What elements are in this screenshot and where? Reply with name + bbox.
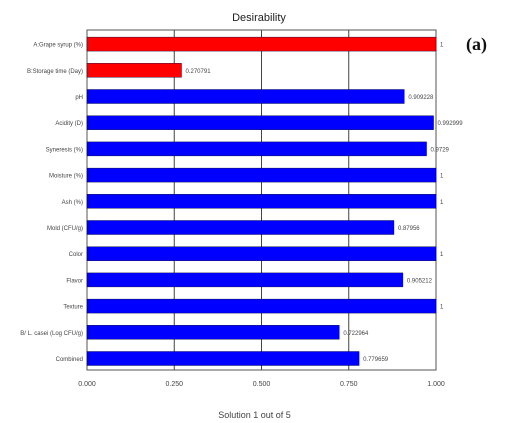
category-label: Flavor bbox=[66, 278, 83, 284]
value-label: 1 bbox=[440, 252, 444, 258]
bar bbox=[86, 246, 437, 261]
value-label: 0.909228 bbox=[408, 95, 434, 101]
chart-title: Desirability bbox=[232, 12, 286, 24]
x-tick-label: 0.250 bbox=[165, 381, 183, 388]
bar bbox=[86, 115, 434, 130]
value-label: 0.87956 bbox=[398, 226, 420, 232]
value-label: 0.905212 bbox=[407, 278, 433, 284]
category-label: Acidity (D) bbox=[55, 121, 83, 127]
bar bbox=[86, 272, 404, 288]
x-tick-label: 0.750 bbox=[340, 381, 358, 388]
category-label: pH bbox=[75, 95, 83, 101]
x-tick-label: 0.500 bbox=[253, 381, 271, 388]
category-label: A:Grape syrup (%) bbox=[33, 43, 83, 49]
bar bbox=[86, 220, 395, 235]
category-label: Combined bbox=[56, 357, 83, 363]
value-label: 0.722964 bbox=[343, 331, 369, 337]
value-label: 0.779659 bbox=[363, 357, 389, 363]
category-label: Texture bbox=[63, 305, 83, 311]
bar bbox=[86, 298, 437, 314]
category-label: Color bbox=[69, 252, 83, 258]
bar bbox=[86, 325, 340, 340]
category-label: B:Storage time (Day) bbox=[27, 69, 83, 75]
x-tick-label: 0.000 bbox=[78, 381, 96, 388]
category-label: Moisture (%) bbox=[49, 174, 83, 180]
panel-label: (a) bbox=[466, 34, 487, 54]
value-label: 1 bbox=[440, 305, 444, 311]
solution-caption: Solution 1 out of 5 bbox=[218, 410, 291, 420]
value-label: 0.270791 bbox=[186, 69, 212, 75]
bar bbox=[86, 194, 437, 209]
value-label: 1 bbox=[440, 43, 444, 49]
bar bbox=[86, 141, 427, 157]
value-label: 0.992999 bbox=[438, 121, 464, 127]
value-label: 1 bbox=[440, 174, 444, 180]
category-label: Mold (CFU/g) bbox=[47, 226, 83, 232]
bar bbox=[86, 89, 405, 104]
value-label: 1 bbox=[440, 200, 444, 206]
category-label: B/ L. casei (Log CFU/g) bbox=[20, 331, 83, 337]
category-label: Ash (%) bbox=[62, 200, 83, 206]
category-label: Syneresis (%) bbox=[46, 147, 83, 153]
value-label: 0.9729 bbox=[431, 147, 450, 153]
bar bbox=[86, 351, 360, 366]
bar bbox=[86, 167, 437, 183]
bar bbox=[86, 63, 182, 78]
bar bbox=[86, 36, 437, 52]
x-tick-label: 1.000 bbox=[427, 381, 445, 388]
